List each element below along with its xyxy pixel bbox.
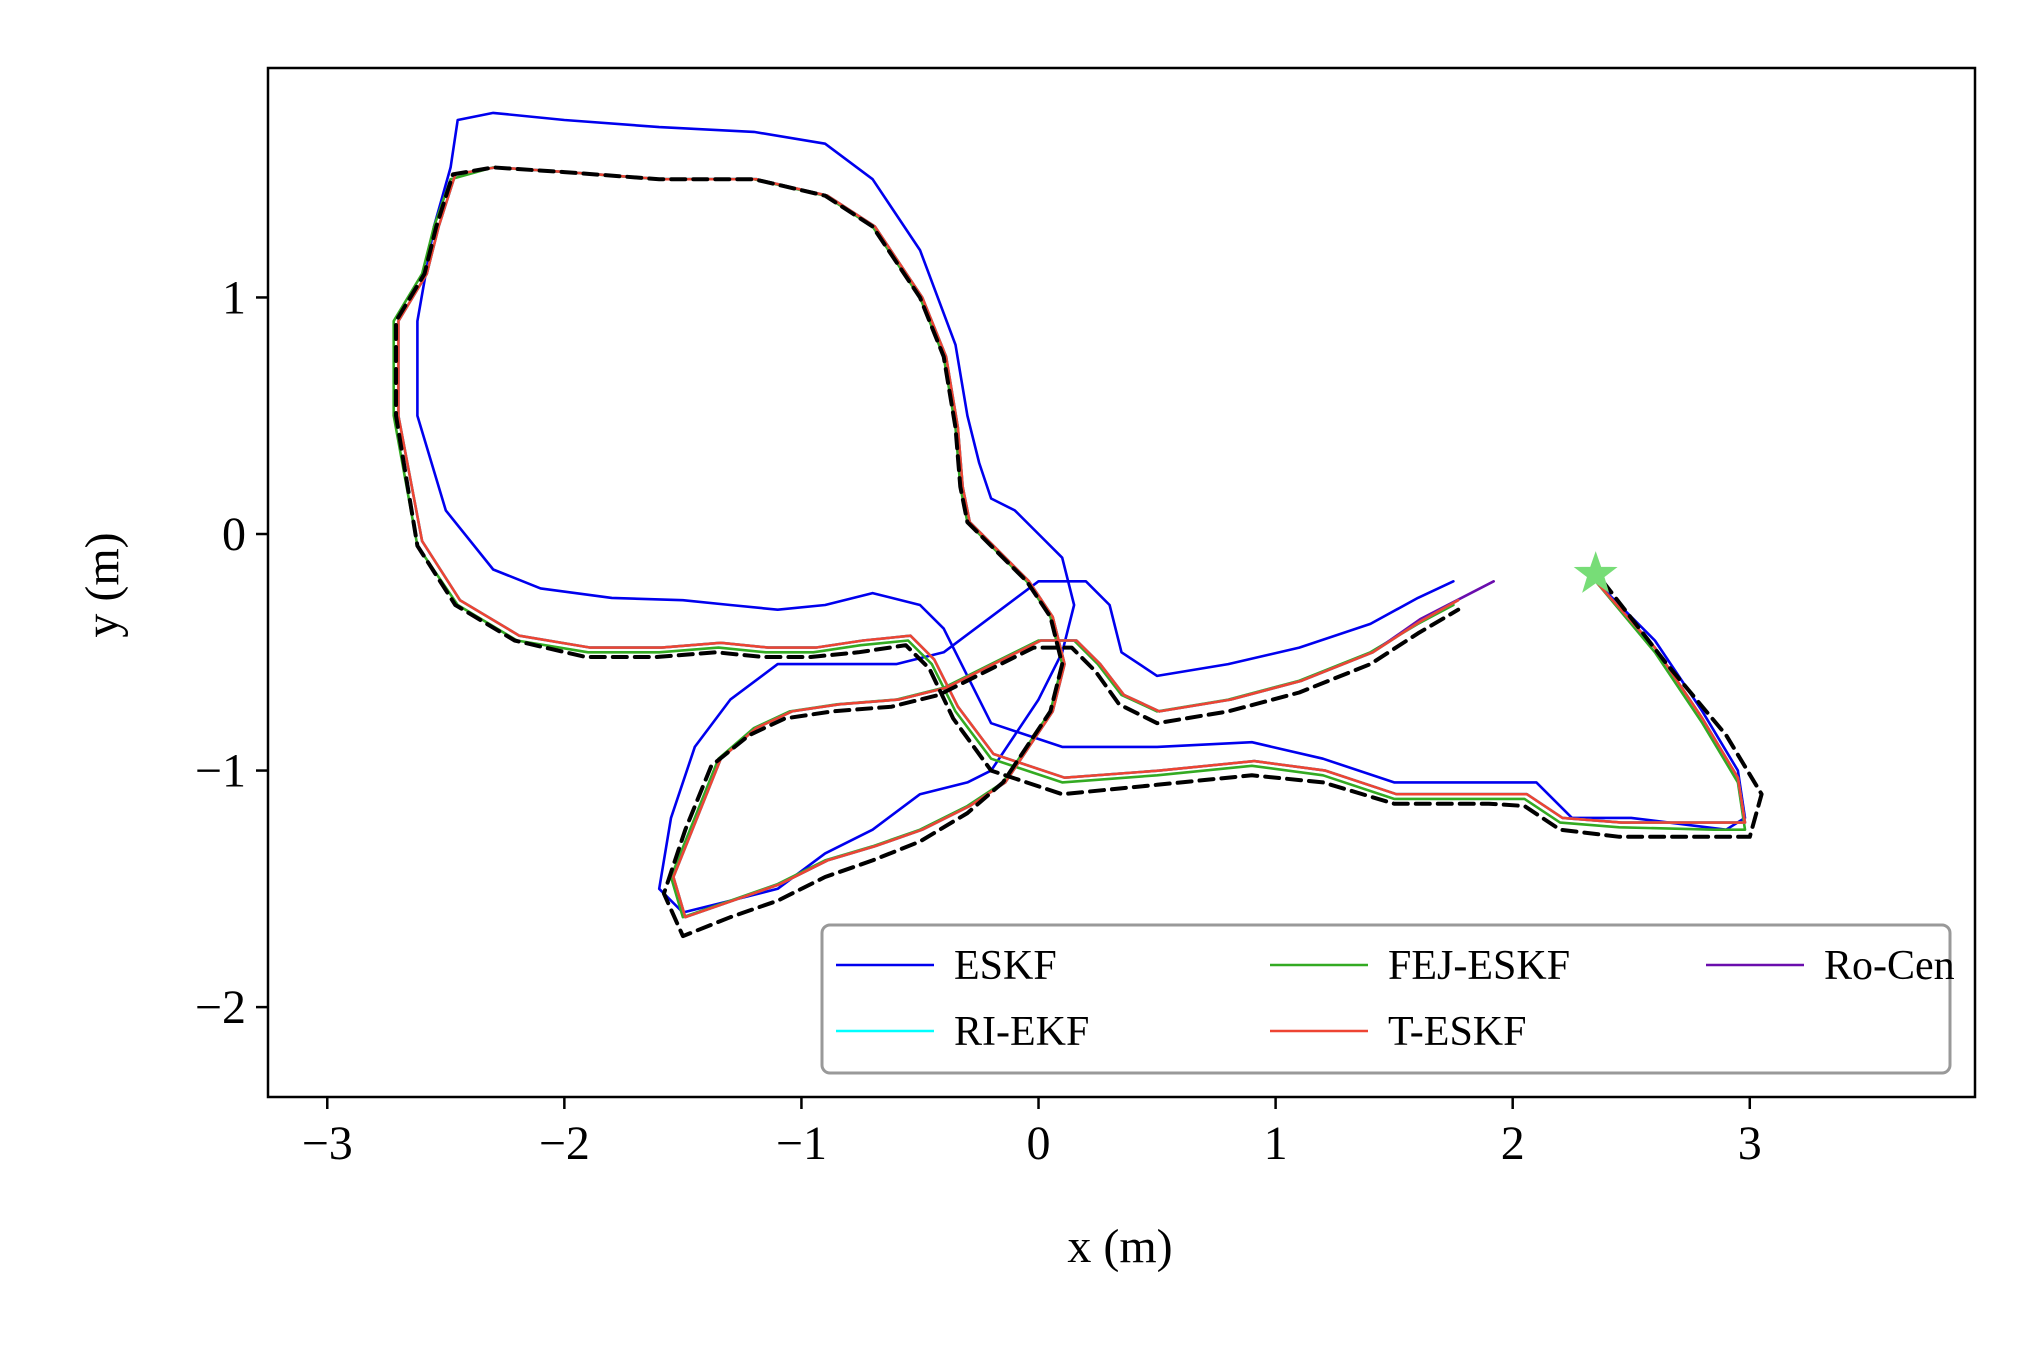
y-tick-label: 0 — [222, 508, 246, 561]
x-tick-label: −1 — [776, 1117, 827, 1170]
x-tick-label: −2 — [539, 1117, 590, 1170]
legend-box — [820, 923, 1952, 1075]
y-axis-label: y (m) — [76, 532, 129, 637]
legend-label-t-eskf: T-ESKF — [1388, 1009, 1527, 1055]
x-tick-label: 1 — [1264, 1117, 1288, 1170]
legend-label-eskf: ESKF — [954, 943, 1057, 989]
legend-label-ro-cen: Ro-Cen — [1824, 943, 1955, 989]
series-line-ground-truth — [394, 165, 1764, 939]
legend-label-fej-eskf: FEJ-ESKF — [1388, 943, 1570, 989]
y-tick-label: −1 — [195, 745, 246, 798]
legend-label-ri-ekf: RI-EKF — [954, 1009, 1089, 1055]
x-axis-label: x (m) — [1067, 1220, 1172, 1273]
x-tick-label: 3 — [1738, 1117, 1762, 1170]
legend: ESKF FEJ-ESKF Ro-Cen RI-EKF T-ESKF — [820, 923, 1955, 1075]
x-tick-label: 0 — [1027, 1117, 1051, 1170]
start-marker-star-icon — [1573, 551, 1618, 593]
y-tick-label: 1 — [222, 271, 246, 324]
series-line-t-eskf — [397, 166, 1747, 919]
x-tick-label: −3 — [302, 1117, 353, 1170]
y-tick-label: −2 — [195, 981, 246, 1034]
series-line-eskf — [416, 111, 1747, 914]
x-tick-label: 2 — [1501, 1117, 1525, 1170]
